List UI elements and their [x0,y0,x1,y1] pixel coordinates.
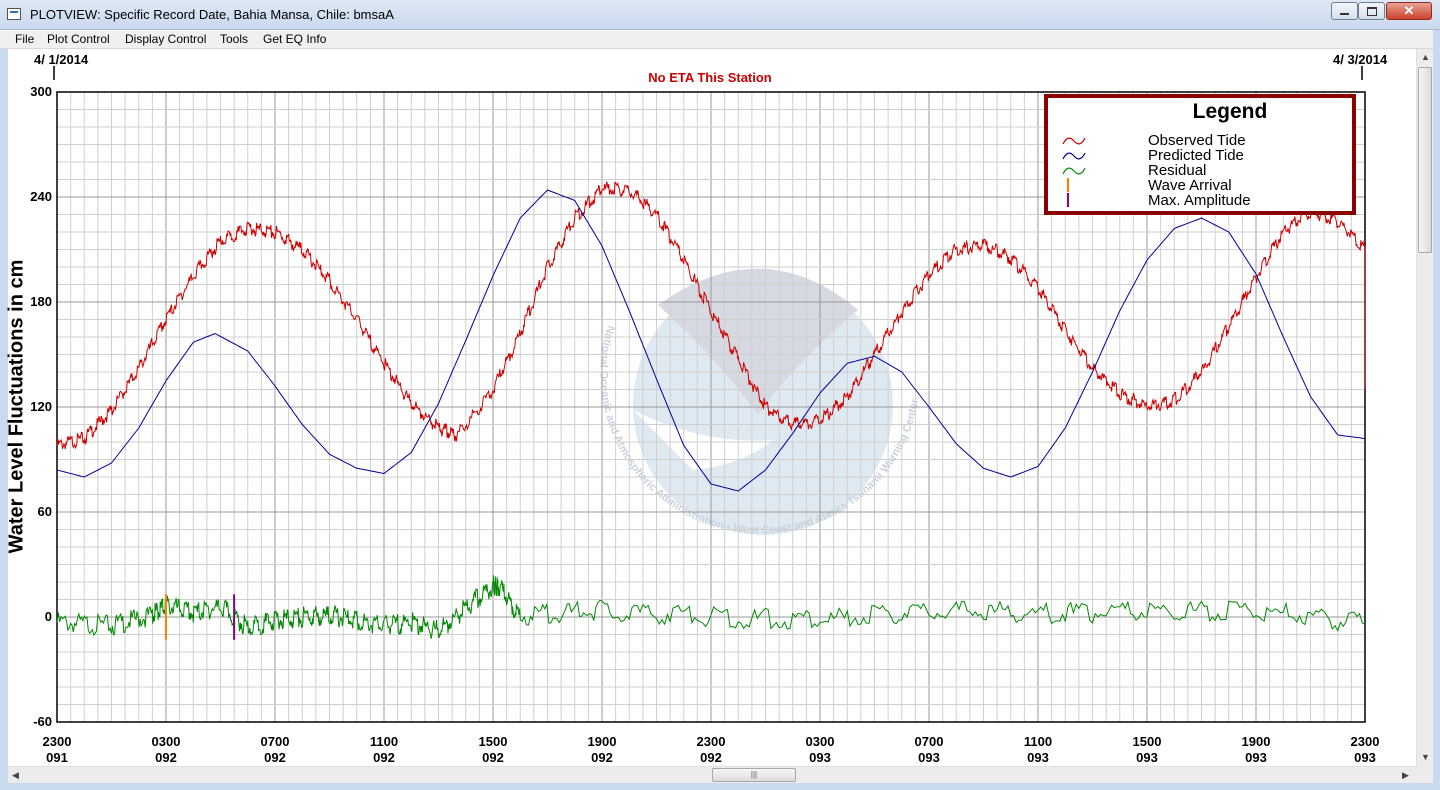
scroll-right-icon[interactable]: ▶ [1402,770,1409,780]
x-tick-label: 1100 092 [354,734,414,766]
x-tick-time: 1900 [587,734,617,749]
x-tick-time: 0700 [914,734,944,749]
x-tick-time: 2300 [1350,734,1380,749]
scrollbar-corner [1416,766,1433,783]
window-frame-bottom [0,783,1440,790]
legend-box: Legend Observed Tide Predicted Tide Resi… [1044,94,1356,215]
menu-get-eq-info[interactable]: Get EQ Info [263,32,327,46]
horizontal-scroll-thumb[interactable]: ||| [712,768,796,782]
app-icon[interactable] [7,8,21,20]
window-title: PLOTVIEW: Specific Record Date, Bahia Ma… [30,7,394,22]
x-tick-time: 1500 [478,734,508,749]
y-tick-label: 300 [30,84,52,99]
title-bar: PLOTVIEW: Specific Record Date, Bahia Ma… [0,0,1440,30]
series-predicted-tide [56,189,1366,492]
x-tick-day: 093 [1354,750,1376,765]
scroll-up-icon[interactable]: ▲ [1421,52,1430,62]
x-tick-time: 2300 [696,734,726,749]
plot-frame [56,91,1366,723]
window-frame-right [1433,30,1440,790]
window-frame-left [0,49,8,790]
x-tick-day: 093 [809,750,831,765]
residual-icon [1062,167,1086,175]
x-tick-day: 092 [373,750,395,765]
x-tick-time: 0300 [151,734,181,749]
x-tick-label: 1900 093 [1226,734,1286,766]
observed-tide-icon [1062,137,1086,145]
series-residual [56,575,1366,639]
y-tick-label: -60 [33,714,52,729]
menu-file[interactable]: File [15,32,35,46]
horizontal-scrollbar[interactable]: ◀ ||| ▶ [8,766,1416,783]
x-tick-label: 0300 093 [790,734,850,766]
watermark-bird-icon [658,268,858,415]
x-tick-day: 093 [1027,750,1049,765]
x-tick-label: 0700 092 [245,734,305,766]
x-tick-time: 0700 [260,734,290,749]
vertical-scrollbar[interactable]: ▲ ▼ [1416,49,1433,766]
predicted-tide-icon [1062,152,1086,160]
menu-bar: File Plot Control Display Control Tools … [0,31,1440,49]
x-tick-label: 2300 091 [27,734,87,766]
x-tick-day: 092 [482,750,504,765]
x-tick-day: 092 [155,750,177,765]
x-tick-label: 2300 093 [1335,734,1395,766]
menu-display-control[interactable]: Display Control [125,32,207,46]
y-tick-label: 180 [30,294,52,309]
x-tick-time: 1100 [1023,734,1053,749]
eta-notice: No ETA This Station [648,70,772,85]
x-tick-time: 1900 [1241,734,1271,749]
minimize-button[interactable] [1331,2,1358,20]
x-tick-time: 0300 [805,734,835,749]
x-tick-day: 092 [700,750,722,765]
legend-residual: Residual [1148,162,1207,179]
x-tick-label: 2300 092 [681,734,741,766]
close-button[interactable]: ✕ [1386,2,1432,20]
x-tick-label: 1100 093 [1008,734,1068,766]
scroll-left-icon[interactable]: ◀ [12,770,19,780]
legend-wave-arrival: Wave Arrival [1148,177,1232,194]
wave-arrival-icon [1067,178,1069,192]
maximize-button[interactable] [1358,2,1385,20]
scroll-down-icon[interactable]: ▼ [1421,752,1430,762]
close-icon: ✕ [1403,3,1415,18]
x-tick-label: 0300 092 [136,734,196,766]
x-tick-day: 091 [46,750,68,765]
x-tick-day: 092 [591,750,613,765]
x-tick-day: 093 [1245,750,1267,765]
max-amplitude-icon [1067,193,1069,207]
y-tick-label: 240 [30,189,52,204]
x-tick-day: 093 [1136,750,1158,765]
x-tick-label: 0700 093 [899,734,959,766]
y-tick-label: 120 [30,399,52,414]
x-tick-label: 1500 093 [1117,734,1177,766]
y-tick-label: 60 [37,504,52,519]
x-tick-day: 092 [264,750,286,765]
menu-plot-control[interactable]: Plot Control [47,32,110,46]
vertical-scroll-thumb[interactable] [1418,67,1432,253]
x-tick-time: 1500 [1132,734,1162,749]
x-tick-label: 1900 092 [572,734,632,766]
start-date-label: 4/ 1/2014 [34,52,89,67]
legend-max-amplitude: Max. Amplitude [1148,192,1251,209]
end-date-label: 4/ 3/2014 [1333,52,1388,67]
legend-observed-tide: Observed Tide [1148,132,1246,149]
x-tick-time: 2300 [42,734,72,749]
legend-predicted-tide: Predicted Tide [1148,147,1244,164]
legend-title: Legend [1192,100,1268,123]
menu-tools[interactable]: Tools [220,32,249,46]
x-tick-day: 093 [918,750,940,765]
x-tick-label: 1500 092 [463,734,523,766]
series-observed-tide [56,181,1366,450]
y-tick-label: 0 [44,609,52,624]
x-tick-time: 1100 [369,734,399,749]
